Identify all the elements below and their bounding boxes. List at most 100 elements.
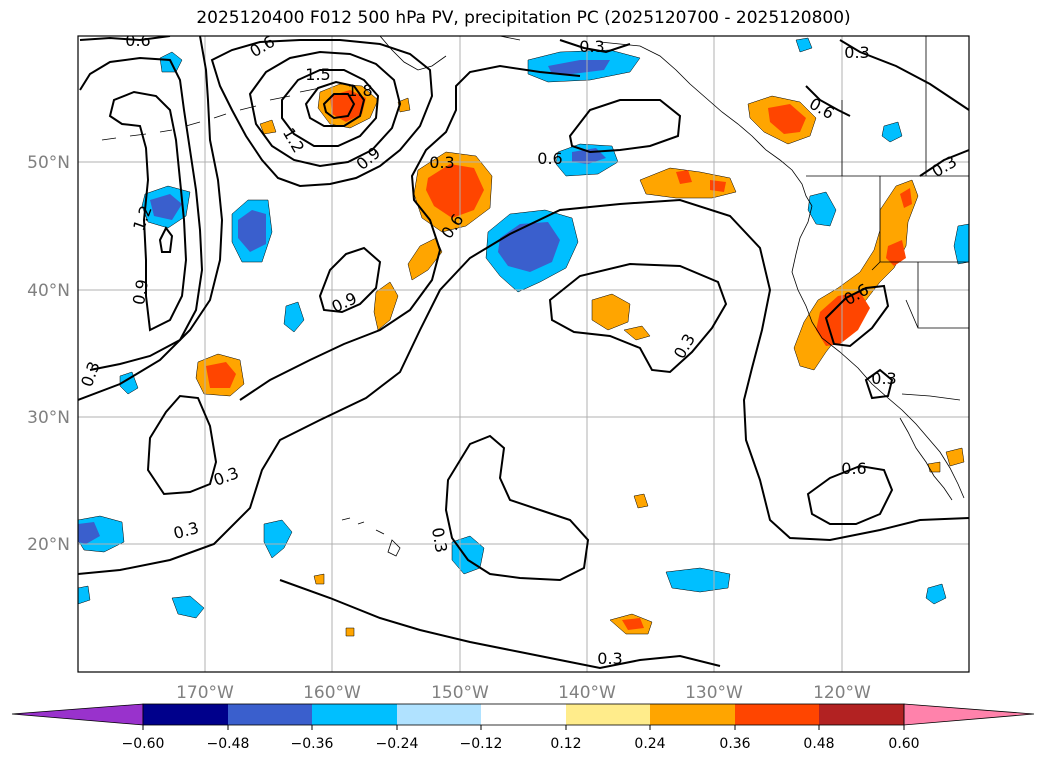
contour-label: 1.5: [305, 65, 330, 84]
lat-label: 50°N: [27, 153, 70, 173]
colorbar-tick-label: 0.12: [550, 736, 581, 752]
pv-contour-0.6-top: [79, 36, 171, 42]
pv-contour-0.3-ne: [919, 149, 969, 177]
contour-label: 0.3: [579, 37, 604, 56]
lon-label: 170°W: [176, 683, 234, 703]
precip-blob-pos: [407, 237, 443, 281]
pv-contour-0.9-arc: [239, 64, 581, 401]
contour-label: 0.3: [844, 43, 869, 62]
colorbar-segment: [143, 704, 228, 725]
pv-contour-1.2-loop: [158, 226, 174, 253]
contour-label: 0.9: [352, 143, 384, 174]
colorbar-tick-label: −0.24: [376, 736, 419, 752]
precip-blob-neg-core: [498, 222, 560, 272]
pv-contour-0.6-east: [806, 464, 894, 525]
map-frame: [77, 35, 970, 673]
precip-blob-neg: [263, 519, 293, 559]
border-states: [871, 176, 969, 329]
contour-label: 0.3: [670, 330, 699, 362]
precip-blob-pos-core: [622, 618, 644, 630]
pv-contour-1.8-north: [322, 93, 356, 120]
border-us-mexico: [901, 393, 961, 401]
colorbar-extend-max: [903, 703, 1035, 726]
lon-label: 150°W: [431, 683, 489, 703]
colorbar-tick-label: 0.48: [803, 736, 834, 752]
coastline-pacific-northwest: [791, 205, 965, 499]
precip-blob-neg: [795, 37, 813, 53]
precip-blob-pos-core: [710, 180, 726, 192]
colorbar-segment: [819, 704, 904, 725]
gridlines: [78, 36, 969, 672]
pv-contour-0.3-loop: [444, 434, 590, 582]
precip-blob-pos: [639, 167, 737, 199]
contour-label: 1.2: [279, 124, 308, 156]
contour-label: 0.3: [77, 359, 104, 389]
colorbar-segment: [650, 704, 735, 725]
precip-blob-pos: [373, 281, 399, 331]
pv-contour-0.3-coast: [839, 39, 969, 111]
precip-blob-pos: [927, 461, 941, 473]
coastlines: [101, 36, 969, 557]
colorbar-tick-label: 0.60: [888, 736, 919, 752]
pv-contour-0.6-loop: [568, 99, 682, 154]
precip-blob-pos: [591, 293, 631, 331]
colorbar-tick-label: −0.60: [122, 736, 165, 752]
lat-label: 20°N: [27, 535, 70, 555]
pv-contour-0.9-north: [248, 50, 402, 168]
colorbar-tick-label: −0.12: [460, 736, 503, 752]
pv-contour-0.6-north: [210, 39, 434, 188]
colorbar-extend-min: [11, 703, 144, 726]
map-area: 0.6 0.3 1.5 1.8 1.2 0.9 0.3 0.6 0.6 0.3 …: [77, 36, 969, 672]
colorbar-segment: [566, 704, 650, 725]
precip-blob-neg-core: [78, 522, 100, 544]
colorbar-segment: [312, 704, 397, 725]
lon-label: 120°W: [813, 683, 871, 703]
pv-contour-0.3-cali: [864, 368, 894, 400]
precip-blob-neg-core: [150, 194, 182, 220]
pv-contour-0.9-west: [79, 56, 204, 371]
coastline-baja: [899, 417, 953, 501]
contour-label: 0.3: [429, 153, 454, 172]
precip-blob-pos-core: [676, 170, 692, 184]
pv-contour-0.3-top: [559, 39, 631, 54]
precip-blob-neg: [171, 595, 205, 619]
hawaii-islands: [341, 517, 401, 557]
precip-blob-neg: [953, 223, 969, 265]
lat-label: 40°N: [27, 281, 70, 301]
contour-label: 0.6: [537, 149, 562, 168]
pv-contour-0.3-ellipse: [548, 262, 728, 374]
lon-label: 140°W: [558, 683, 616, 703]
precip-blob-neg: [925, 583, 947, 605]
pv-contour-0.6-nw: [805, 85, 851, 117]
contour-label: 0.3: [871, 369, 896, 388]
pv-contour-1.2-north: [281, 69, 380, 147]
precip-blob-neg-core: [238, 210, 266, 252]
contour-label: 0.6: [841, 459, 866, 478]
pv-contour-0.9: [318, 246, 382, 314]
precip-blob-pos: [945, 447, 965, 467]
colorbar-segment: [228, 704, 312, 725]
precip-blob-pos-core: [330, 90, 366, 122]
precip-blob-pos-core: [206, 362, 236, 388]
contour-label: 0.9: [329, 288, 360, 316]
precip-blob-pos-core: [900, 188, 912, 208]
aleutian-islands: [101, 87, 321, 141]
pv-contour-0.3-south: [279, 579, 721, 670]
colorbar-segment: [735, 704, 819, 725]
colorbar-tick-label: 0.24: [634, 736, 665, 752]
lon-label: 160°W: [303, 683, 361, 703]
colorbar-frame: [142, 703, 905, 726]
contour-label: 1.8: [347, 81, 372, 100]
pv-contours: [78, 36, 969, 670]
precip-blob-pos-core: [768, 104, 806, 134]
colorbar-tick-label: −0.48: [207, 736, 250, 752]
precip-blob-pos: [259, 119, 277, 135]
contour-label: 0.9: [129, 278, 152, 306]
colorbar-segment: [481, 704, 566, 725]
map-title: 2025120400 F012 500 hPa PV, precipitatio…: [196, 8, 851, 28]
precip-blob-pos: [623, 325, 651, 341]
contour-label: 0.3: [428, 526, 451, 554]
longitude-axis: 170°W 160°W 150°W 140°W 130°W 120°W: [176, 683, 871, 703]
colorbar-ticks: [142, 725, 905, 730]
